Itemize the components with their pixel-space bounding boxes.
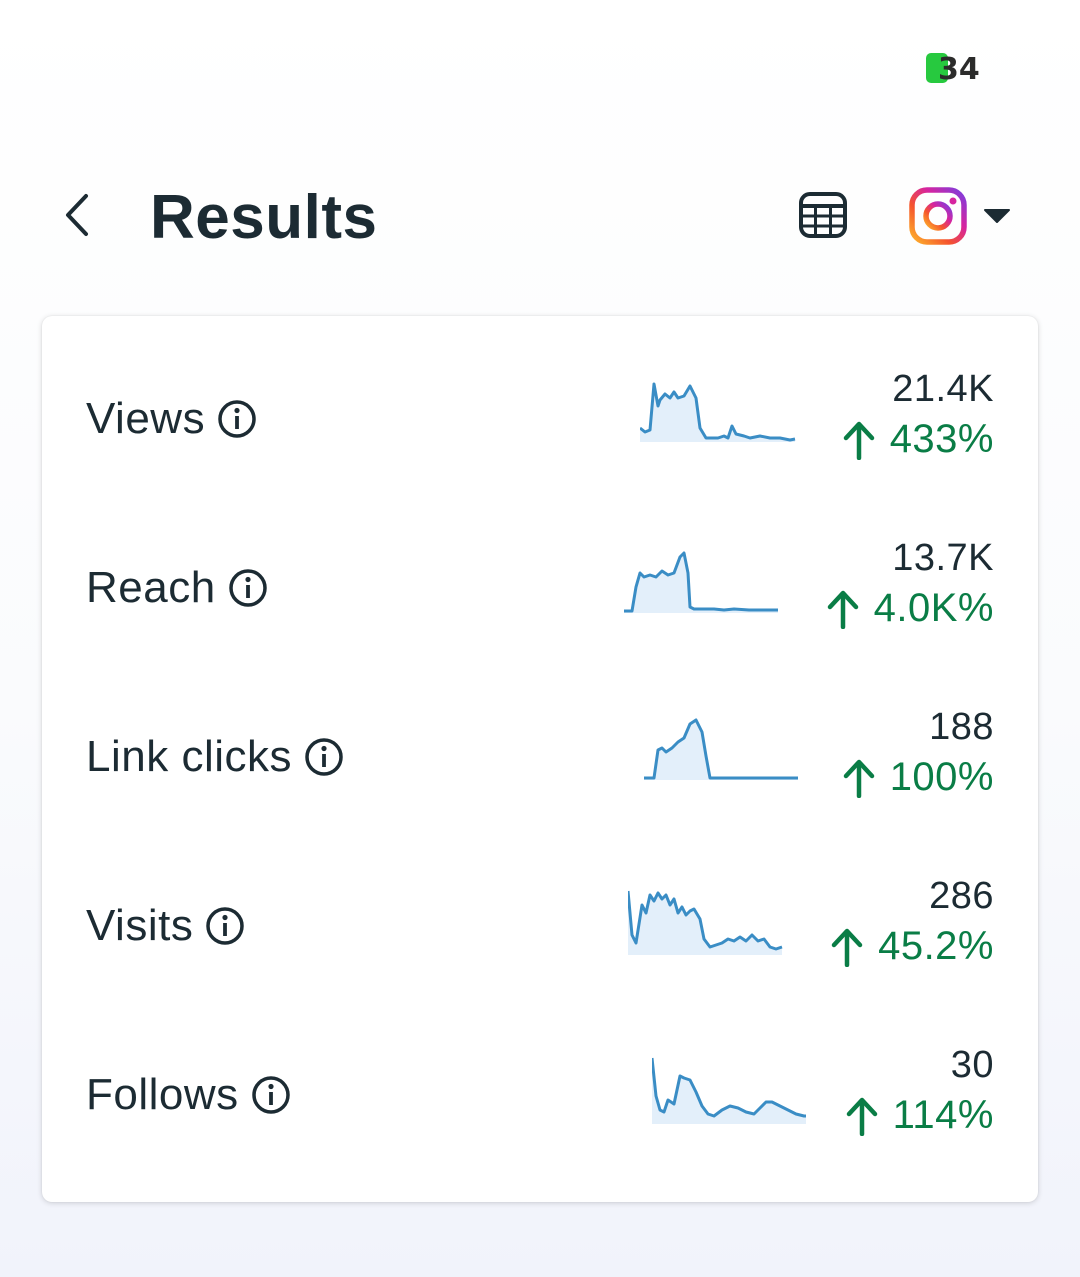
metric-change: 45.2%: [830, 924, 994, 969]
sparkline-chart: [628, 890, 783, 955]
status-bar: 34: [924, 48, 994, 88]
arrow-up-icon: [843, 421, 874, 460]
calendar-button[interactable]: [796, 188, 850, 242]
arrow-up-icon: [827, 590, 858, 629]
metric-row-link-clicks[interactable]: Link clicks 188 100%: [42, 676, 1038, 845]
metric-value: 286: [929, 875, 994, 917]
metric-label: Reach: [86, 563, 216, 612]
metric-change-value: 114%: [892, 1093, 994, 1137]
battery-icon: [926, 53, 948, 83]
instagram-icon: [909, 187, 967, 245]
sparkline-chart: [644, 718, 798, 780]
metric-row-follows[interactable]: Follows 30 114%: [42, 1014, 1038, 1183]
metric-row-reach[interactable]: Reach 13.7K 4.0K%: [42, 507, 1038, 676]
back-button[interactable]: [56, 190, 100, 240]
sparkline-chart: [624, 551, 778, 613]
battery-level: 34: [938, 52, 980, 87]
metric-row-visits[interactable]: Visits 286 45.2%: [42, 845, 1038, 1014]
metric-change: 433%: [842, 417, 994, 462]
metric-label: Visits: [86, 901, 194, 950]
metric-change-value: 4.0K%: [873, 586, 994, 630]
platform-dropdown-button[interactable]: [980, 204, 1014, 228]
results-card: Views 21.4K 433% Reach: [42, 316, 1038, 1202]
page-title: Results: [150, 183, 378, 252]
metric-change-value: 100%: [889, 755, 994, 799]
metric-value: 13.7K: [892, 537, 994, 579]
arrow-up-icon: [843, 759, 874, 798]
metric-value: 188: [929, 706, 994, 748]
metric-row-views[interactable]: Views 21.4K 433%: [42, 338, 1038, 507]
calendar-icon: [799, 192, 847, 238]
metric-label: Views: [86, 394, 206, 443]
sparkline-chart: [652, 1057, 806, 1124]
header: Results: [0, 160, 1080, 270]
caret-down-icon: [984, 209, 1010, 223]
metric-change: 114%: [845, 1093, 994, 1138]
info-icon[interactable]: [304, 737, 344, 777]
arrow-up-icon: [831, 928, 863, 967]
metric-change: 100%: [842, 755, 994, 800]
metric-change-value: 45.2%: [878, 924, 994, 968]
info-icon[interactable]: [217, 399, 257, 439]
sparkline-chart: [640, 382, 796, 442]
instagram-button[interactable]: [906, 184, 970, 248]
info-icon[interactable]: [205, 906, 245, 946]
metric-label: Follows: [86, 1070, 239, 1119]
chevron-left-icon: [66, 194, 88, 236]
info-icon[interactable]: [228, 568, 268, 608]
metric-label: Link clicks: [86, 732, 292, 781]
info-icon[interactable]: [251, 1075, 291, 1115]
arrow-up-icon: [846, 1097, 877, 1136]
metric-value: 21.4K: [892, 368, 994, 410]
metric-value: 30: [950, 1044, 994, 1086]
metric-change: 4.0K%: [826, 586, 994, 631]
metric-change-value: 433%: [889, 417, 994, 461]
